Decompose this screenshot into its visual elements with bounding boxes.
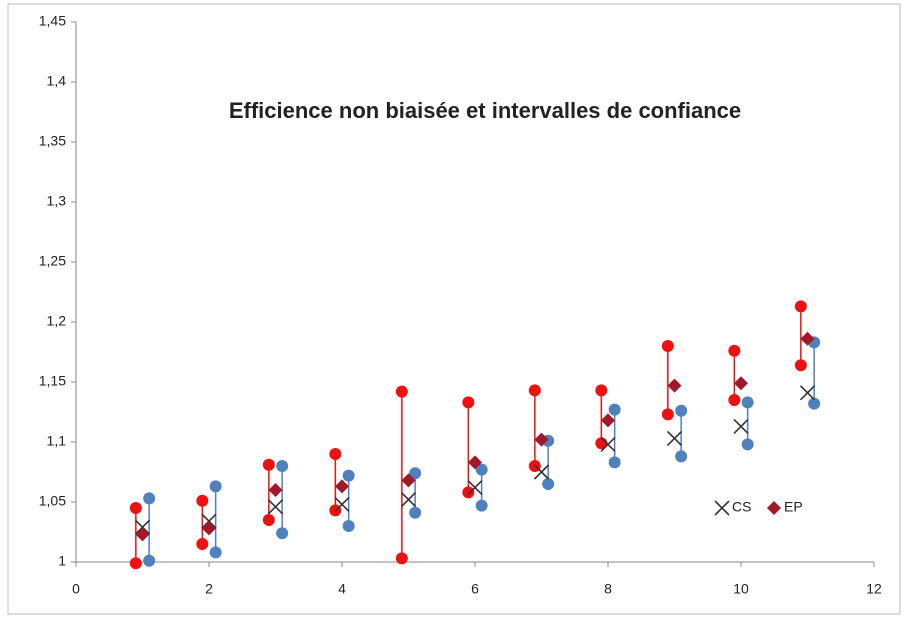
point: [401, 473, 416, 488]
y-tick-label: 1,15: [39, 373, 66, 389]
point: [202, 521, 216, 536]
interval-low: [808, 397, 821, 410]
interval-low: [342, 520, 355, 532]
y-tick-label: 1,2: [47, 313, 67, 329]
point: [734, 376, 748, 391]
interval-high: [342, 469, 355, 482]
x-tick-label: 6: [471, 581, 479, 597]
x-tick-label: 4: [338, 581, 346, 597]
interval-low: [728, 394, 741, 406]
legend-label: CS: [732, 499, 751, 515]
point: [799, 385, 816, 401]
point: [335, 479, 349, 494]
x-tick-label: 0: [72, 581, 80, 597]
interval-high: [329, 448, 342, 460]
interval-high: [395, 385, 408, 398]
interval-high: [196, 494, 209, 507]
interval-high: [209, 480, 222, 493]
interval-low: [395, 552, 408, 565]
interval-high: [794, 300, 807, 313]
legend-marker: [767, 501, 781, 515]
interval-low: [143, 554, 156, 567]
point: [800, 331, 815, 346]
y-tick-label: 1,25: [39, 253, 66, 269]
point: [667, 378, 682, 393]
point: [533, 464, 550, 480]
point: [334, 496, 350, 512]
point: [534, 432, 549, 447]
interval-high: [276, 460, 289, 472]
interval-low: [129, 557, 142, 570]
point: [666, 430, 683, 446]
y-tick-label: 1,1: [47, 433, 67, 449]
interval-high: [741, 396, 754, 409]
y-tick-label: 1,3: [47, 193, 67, 209]
interval-high: [608, 403, 621, 416]
interval-high: [462, 396, 475, 409]
interval-low: [675, 450, 688, 463]
point: [135, 527, 150, 542]
point: [733, 418, 749, 434]
point: [400, 492, 417, 508]
interval-low: [794, 359, 807, 372]
point: [267, 499, 284, 515]
y-tick-label: 1,35: [39, 133, 66, 149]
x-tick-label: 8: [604, 581, 612, 597]
interval-high: [262, 458, 275, 471]
interval-high: [475, 463, 488, 476]
y-tick-label: 1: [58, 553, 66, 569]
point: [601, 413, 615, 428]
interval-high: [728, 344, 741, 357]
x-tick-label: 10: [733, 581, 749, 597]
interval-low: [409, 506, 422, 519]
interval-low: [608, 456, 621, 469]
interval-low: [741, 438, 754, 451]
interval-low: [661, 408, 674, 421]
interval-high: [661, 340, 674, 352]
legend-marker: [714, 500, 730, 516]
x-tick-label: 12: [866, 581, 882, 597]
point: [600, 436, 616, 452]
point: [468, 455, 482, 470]
interval-low: [462, 486, 475, 499]
interval-high: [129, 502, 142, 514]
interval-low: [262, 514, 275, 526]
chart-frame: [7, 3, 901, 615]
interval-high: [143, 492, 156, 505]
interval-low: [276, 527, 289, 540]
interval-high: [528, 384, 541, 397]
y-tick-label: 1,4: [47, 73, 67, 89]
point: [268, 483, 283, 497]
point: [201, 513, 217, 529]
point: [134, 519, 151, 535]
point: [467, 480, 483, 496]
interval-low: [475, 499, 488, 512]
legend-label: EP: [784, 499, 803, 515]
y-tick-label: 1,45: [39, 13, 66, 29]
chart-title: Efficience non biaisée et intervalles de…: [229, 98, 741, 123]
interval-low: [196, 538, 209, 550]
interval-low: [542, 478, 555, 490]
y-tick-label: 1,05: [39, 493, 66, 509]
interval-high: [595, 384, 608, 397]
interval-high: [409, 467, 422, 480]
x-tick-label: 2: [205, 581, 213, 597]
interval-low: [209, 546, 222, 559]
interval-high: [675, 404, 688, 417]
